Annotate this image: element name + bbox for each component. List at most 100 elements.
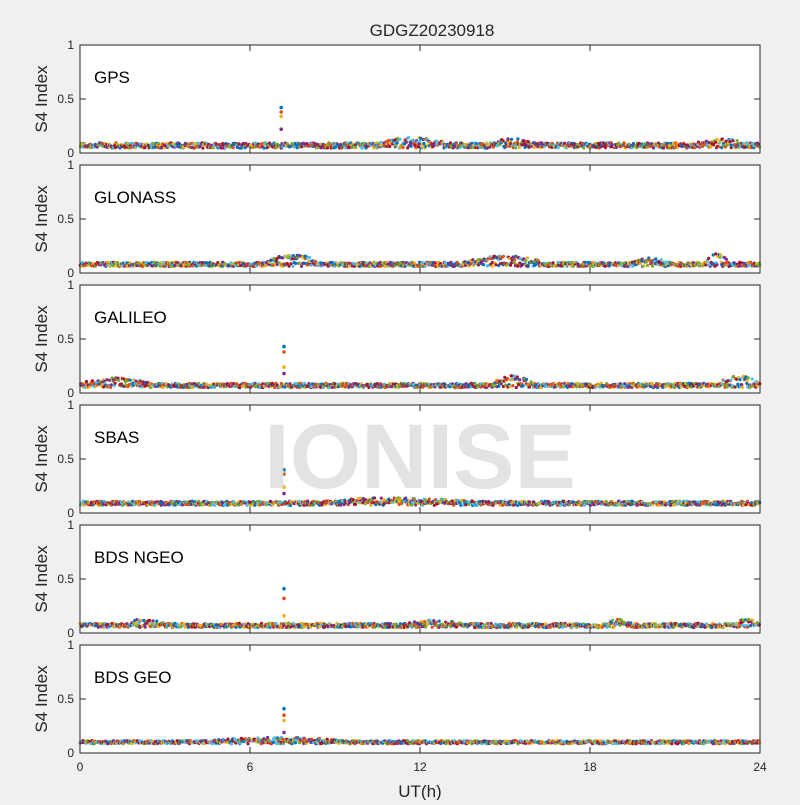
data-point [707, 257, 710, 260]
data-point [516, 265, 519, 268]
spike-point [282, 350, 286, 354]
y-tick-label: 1 [67, 38, 74, 52]
data-point [697, 141, 700, 144]
data-point [604, 146, 607, 149]
y-axis-label: S4 Index [32, 65, 51, 133]
data-point [232, 146, 235, 149]
data-point [263, 147, 266, 150]
data-point [720, 146, 723, 149]
data-point [189, 386, 192, 389]
data-point [526, 256, 529, 259]
y-axis-label: S4 Index [32, 425, 51, 493]
data-point [502, 139, 505, 142]
data-point [121, 504, 124, 507]
data-point [513, 258, 516, 261]
data-point [275, 622, 278, 625]
y-axis-label: S4 Index [32, 305, 51, 373]
y-tick-label: 0.5 [57, 332, 74, 346]
data-point [651, 265, 654, 268]
data-point [662, 146, 665, 149]
data-point [642, 264, 645, 267]
data-point [736, 139, 739, 142]
y-tick-label: 0.5 [57, 212, 74, 226]
data-point [291, 265, 294, 268]
data-point [582, 146, 585, 149]
data-point [110, 383, 113, 386]
data-point [521, 384, 524, 387]
data-point [334, 146, 337, 149]
y-axis-label: S4 Index [32, 185, 51, 253]
data-point [410, 142, 413, 145]
data-point [155, 620, 158, 623]
data-point [308, 256, 311, 259]
data-point [660, 258, 663, 261]
data-point [331, 386, 334, 389]
data-point [108, 379, 111, 382]
data-point [396, 141, 399, 144]
data-point [552, 261, 555, 264]
spike-point [279, 110, 283, 114]
data-point [719, 253, 722, 256]
data-point [518, 378, 521, 381]
data-point [296, 146, 299, 149]
data-point [751, 377, 754, 380]
y-tick-label: 0.5 [57, 92, 74, 106]
data-point [502, 255, 505, 258]
data-point [715, 138, 718, 141]
data-point [153, 504, 156, 507]
data-point [511, 384, 514, 387]
data-point [652, 146, 655, 149]
data-point [471, 258, 474, 261]
data-point [510, 138, 513, 141]
axes-background [80, 165, 760, 273]
data-point [422, 142, 425, 145]
data-point [725, 258, 728, 261]
data-point [507, 137, 510, 140]
data-point [518, 146, 521, 149]
data-point [646, 264, 649, 267]
data-point [510, 261, 513, 264]
data-point [405, 141, 408, 144]
data-point [238, 143, 241, 146]
y-tick-label: 0.5 [57, 452, 74, 466]
axes-background [80, 525, 760, 633]
data-point [516, 137, 519, 140]
data-point [129, 146, 132, 149]
data-point [474, 383, 477, 386]
data-point [388, 145, 391, 148]
data-point [201, 147, 204, 150]
data-point [289, 262, 292, 265]
data-point [746, 379, 749, 382]
data-point [482, 263, 485, 266]
data-point [265, 264, 268, 267]
data-point [525, 378, 528, 381]
panel-label: GALILEO [94, 308, 167, 327]
data-point [740, 383, 743, 386]
data-point [271, 622, 274, 625]
data-point [741, 386, 744, 389]
data-point [563, 142, 566, 145]
axes-background [80, 285, 760, 393]
data-point [114, 382, 117, 385]
data-point [399, 138, 402, 141]
data-point [749, 261, 752, 264]
y-tick-label: 1 [67, 398, 74, 412]
data-point [444, 261, 447, 264]
data-point [117, 379, 120, 382]
data-point [85, 380, 88, 383]
data-point [513, 261, 516, 264]
spike-point [279, 127, 283, 131]
data-point [623, 141, 626, 144]
data-point [197, 500, 200, 503]
data-point [454, 386, 457, 389]
data-point [294, 262, 297, 265]
data-point [719, 501, 722, 504]
data-point [506, 377, 509, 380]
data-point [515, 386, 518, 389]
spike-point [282, 345, 286, 349]
data-point [524, 259, 527, 262]
data-point [731, 139, 734, 142]
